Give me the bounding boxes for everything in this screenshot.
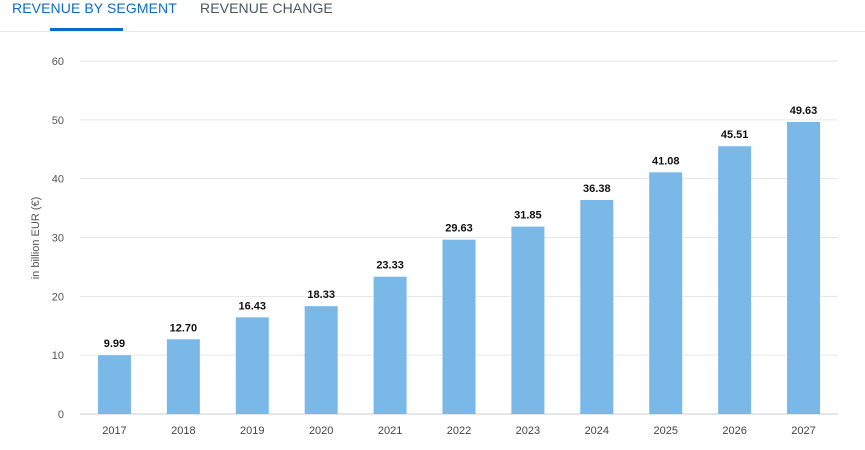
y-axis-label: in billion EUR (€) — [30, 197, 42, 280]
x-tick-label: 2021 — [378, 425, 402, 437]
tab-revenue-by-segment[interactable]: REVENUE BY SEGMENT — [12, 0, 177, 16]
data-label: 45.51 — [721, 129, 749, 141]
data-label: 31.85 — [514, 210, 542, 222]
bar[interactable] — [511, 226, 545, 414]
bar[interactable] — [580, 199, 614, 414]
y-tick-label: 20 — [52, 291, 64, 303]
active-tab-indicator — [50, 28, 123, 31]
y-tick-label: 10 — [52, 350, 64, 362]
x-tick-label: 2022 — [447, 425, 471, 437]
x-tick-label: 2027 — [791, 425, 815, 437]
tab-bar: REVENUE BY SEGMENT REVENUE CHANGE — [0, 0, 865, 32]
data-label: 9.99 — [104, 338, 125, 350]
y-tick-label: 40 — [52, 174, 64, 186]
x-tick-label: 2017 — [102, 425, 126, 437]
data-label: 29.63 — [445, 223, 473, 235]
data-label: 36.38 — [583, 183, 611, 195]
x-tick-label: 2026 — [722, 425, 746, 437]
x-tick-label: 2018 — [171, 425, 195, 437]
x-tick-label: 2019 — [240, 425, 264, 437]
y-tick-label: 60 — [52, 56, 64, 68]
data-label: 41.08 — [652, 155, 680, 167]
data-label: 18.33 — [307, 289, 335, 301]
x-tick-label: 2023 — [516, 425, 540, 437]
x-tick-label: 2024 — [585, 425, 609, 437]
bar[interactable] — [235, 317, 269, 414]
data-label: 12.70 — [170, 322, 198, 334]
bar[interactable] — [166, 339, 200, 414]
bar[interactable] — [649, 172, 683, 414]
bar[interactable] — [787, 122, 821, 415]
bar[interactable] — [718, 146, 752, 414]
tab-revenue-change[interactable]: REVENUE CHANGE — [200, 0, 333, 16]
x-tick-label: 2025 — [653, 425, 677, 437]
bar[interactable] — [97, 355, 131, 414]
y-tick-label: 30 — [52, 233, 64, 245]
data-label: 49.63 — [790, 105, 818, 117]
y-tick-label: 0 — [58, 409, 64, 421]
bar[interactable] — [442, 239, 476, 414]
y-tick-label: 50 — [52, 115, 64, 127]
x-tick-label: 2020 — [309, 425, 333, 437]
bar[interactable] — [373, 276, 407, 414]
data-label: 16.43 — [239, 300, 267, 312]
bar[interactable] — [304, 306, 338, 414]
data-label: 23.33 — [376, 260, 404, 272]
